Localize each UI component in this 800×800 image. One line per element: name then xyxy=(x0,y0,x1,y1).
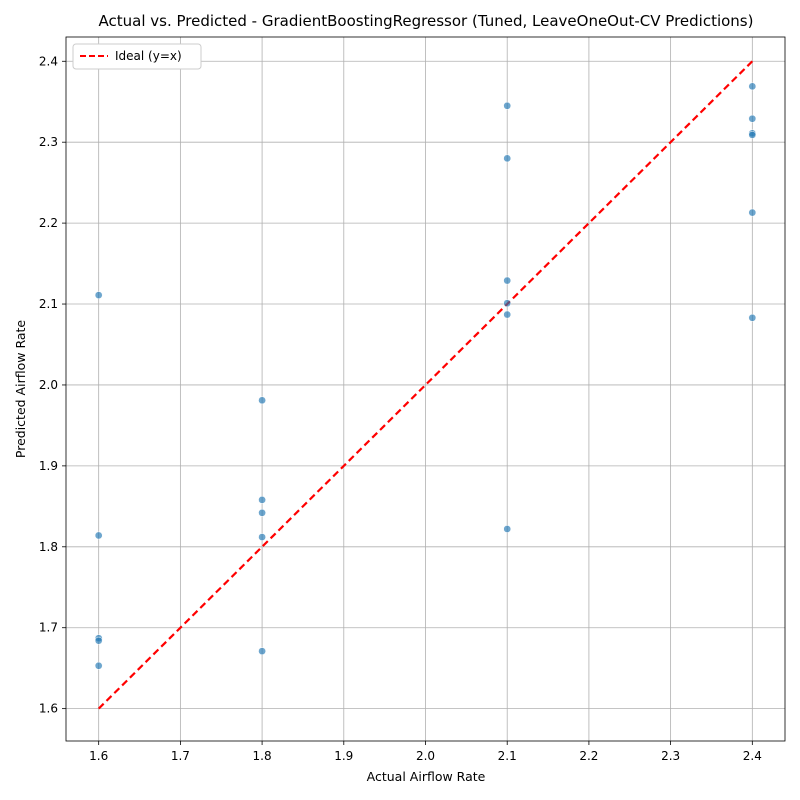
data-point xyxy=(503,310,512,319)
data-point xyxy=(94,661,103,670)
y-tick-label: 2.0 xyxy=(39,378,58,392)
data-point xyxy=(94,636,103,645)
y-tick-label: 1.8 xyxy=(39,540,58,554)
y-tick-label: 1.6 xyxy=(39,702,58,716)
data-point xyxy=(748,208,757,217)
legend: Ideal (y=x) xyxy=(72,43,202,70)
grid xyxy=(66,37,785,741)
x-tick-label: 2.1 xyxy=(498,749,517,763)
x-tick-label: 1.7 xyxy=(171,749,190,763)
x-axis-ticks: 1.6 1.7 1.8 1.9 2.0 2.1 2.2 2.3 2.4 xyxy=(89,741,762,763)
y-tick-label: 1.9 xyxy=(39,459,58,473)
data-point xyxy=(748,131,757,139)
x-tick-label: 1.8 xyxy=(253,749,272,763)
data-point xyxy=(748,82,757,91)
data-point xyxy=(503,299,512,308)
data-point xyxy=(503,276,512,285)
x-tick-label: 2.2 xyxy=(579,749,598,763)
data-point xyxy=(94,531,103,540)
y-tick-label: 2.3 xyxy=(39,135,58,149)
data-point xyxy=(94,291,103,299)
x-tick-label: 1.6 xyxy=(89,749,108,763)
data-point xyxy=(258,496,266,504)
legend-box xyxy=(72,43,202,70)
data-point xyxy=(503,525,512,533)
x-tick-label: 2.0 xyxy=(416,749,435,763)
data-point xyxy=(748,114,757,123)
y-tick-label: 2.2 xyxy=(39,216,58,230)
legend-ideal-label: Ideal (y=x) xyxy=(115,49,182,63)
data-point xyxy=(748,313,757,322)
data-point xyxy=(503,154,512,163)
y-tick-label: 2.1 xyxy=(39,297,58,311)
x-tick-label: 2.3 xyxy=(661,749,680,763)
data-point xyxy=(258,508,266,517)
data-point xyxy=(258,533,266,541)
data-point xyxy=(503,101,512,110)
x-tick-label: 1.9 xyxy=(334,749,353,763)
y-axis-ticks: 1.6 1.7 1.8 1.9 2.0 2.1 2.2 2.3 2.4 xyxy=(39,54,66,716)
chart-title: Actual vs. Predicted - GradientBoostingR… xyxy=(99,12,754,30)
y-tick-label: 2.4 xyxy=(39,54,58,68)
y-axis-label: Predicted Airflow Rate xyxy=(13,320,28,459)
data-point xyxy=(258,396,266,405)
data-points xyxy=(94,82,757,670)
x-tick-label: 2.4 xyxy=(743,749,762,763)
data-point xyxy=(258,647,266,656)
x-axis-label: Actual Airflow Rate xyxy=(367,769,486,784)
y-tick-label: 1.7 xyxy=(39,621,58,635)
